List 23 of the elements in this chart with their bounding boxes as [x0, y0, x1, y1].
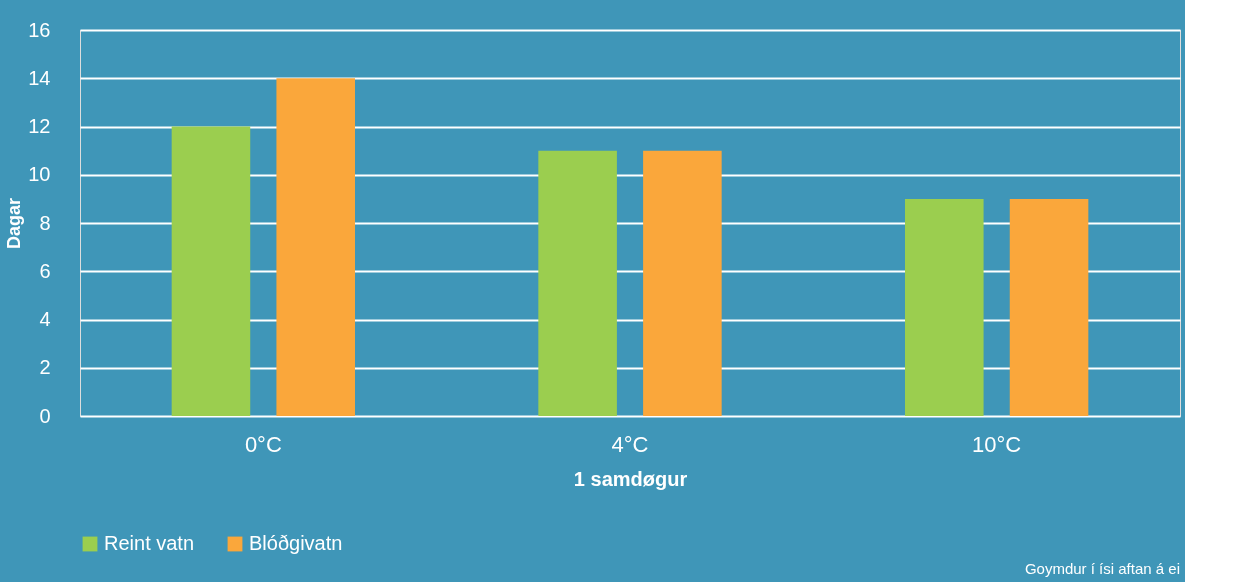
text: Goymdur í ísi aftan á ei — [1024, 560, 1180, 577]
y-tick-label: 0 — [39, 404, 51, 427]
bar — [276, 78, 355, 416]
x-axis-title: 1 samdøgur — [573, 467, 688, 490]
x-tick-label: 0°C — [244, 431, 282, 457]
y-tick-label: 16 — [28, 18, 51, 41]
y-tick-label: 6 — [39, 259, 51, 282]
legend-label: Reint vatn — [104, 532, 195, 554]
y-tick-label: 2 — [39, 356, 51, 379]
x-tick-label: 10°C — [972, 431, 1022, 457]
y-tick-label: 14 — [28, 66, 51, 89]
y-axis-title: Dagar — [4, 197, 25, 250]
bar — [905, 198, 984, 416]
bar — [643, 150, 722, 416]
y-tick-label: 4 — [39, 308, 51, 330]
legend-label: Blóðgivatn — [249, 532, 343, 554]
y-tick-label: 10 — [28, 163, 51, 186]
y-tick-label: 8 — [39, 211, 51, 234]
bar — [1009, 198, 1089, 416]
bar — [171, 126, 251, 416]
y-tick-label: 12 — [28, 115, 51, 137]
bar — [538, 150, 617, 416]
x-tick-label: 4°C — [611, 431, 649, 457]
